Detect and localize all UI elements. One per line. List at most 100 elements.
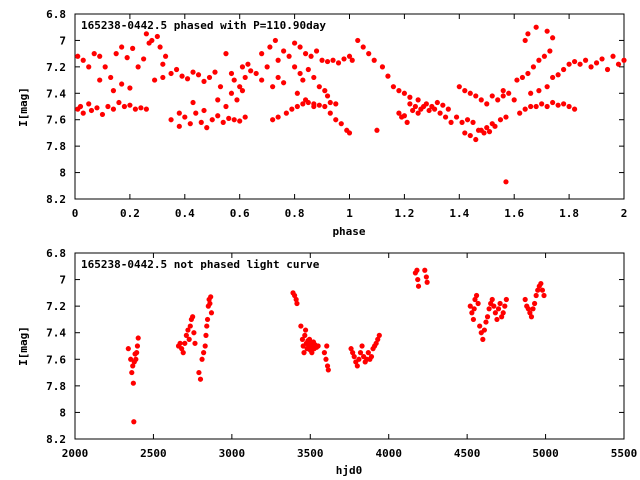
phased-data-point [234,97,240,103]
unphased-data-point [486,306,492,312]
phased-data-points [75,24,627,185]
phased-data-point [110,88,117,94]
unphased-data-point [539,287,546,293]
unphased-data-point [130,363,136,369]
phased-data-point [473,136,479,143]
phased-data-point [462,130,468,136]
phased-data-point [239,64,246,70]
phased-x-tick-label: 1.6 [504,207,524,220]
phased-data-point [143,106,149,112]
phased-data-point [187,121,193,127]
phased-data-point [119,44,125,50]
phased-data-point [275,74,281,81]
unphased-data-point [489,296,495,303]
unphased-data-point [484,314,491,320]
phased-data-point [346,53,353,59]
phased-data-point [442,114,449,120]
unphased-data-point [530,306,536,312]
unphased-data-point [415,283,422,289]
phased-data-point [396,88,402,94]
phased-data-point [462,88,468,94]
phased-data-point [412,103,418,110]
phased-data-point [547,48,553,54]
unphased-data-point [538,280,544,287]
phased-data-point [190,99,196,106]
phased-y-tick-label: 8.2 [46,193,66,206]
unphased-data-point [293,296,299,303]
phased-data-point [86,64,92,70]
phased-data-point [355,37,361,44]
phased-data-point [259,77,265,83]
unphased-data-point [325,367,331,373]
unphased-data-point [180,350,186,356]
unphased-x-tick-label: 4500 [454,447,481,460]
phased-data-point [127,102,133,108]
unphased-x-tick-label: 3500 [297,447,324,460]
unphased-x-tick-label: 4000 [375,447,402,460]
phased-data-point [470,119,476,125]
phased-data-point [533,103,539,110]
phased-x-tick-label: 1.2 [394,207,414,220]
unphased-data-point [302,327,309,333]
phased-data-point [561,66,567,73]
unphased-data-point [321,350,328,356]
phased-data-point [228,90,235,96]
phased-data-point [190,69,196,75]
phased-data-point [292,64,298,70]
phased-data-point [429,103,435,110]
phased-data-point [610,53,616,59]
unphased-data-point [467,303,473,309]
phased-x-tick-label: 0.6 [230,207,250,220]
unphased-data-point [357,350,364,356]
phased-data-point [541,53,547,59]
unphased-data-point [187,323,193,329]
phased-data-point [324,93,331,99]
unphased-data-point [134,343,141,349]
phased-data-point [519,74,526,81]
unphased-data-point [354,363,360,369]
phased-data-point [577,61,583,67]
phased-data-point [286,53,292,59]
phased-data-point [143,31,149,37]
unphased-data-point [351,354,357,360]
phased-data-point [270,117,276,123]
unphased-data-points [125,267,547,425]
phased-data-point [217,84,224,90]
phased-data-point [195,72,202,78]
unphased-data-point [208,310,215,316]
phased-data-point [473,93,479,99]
unphased-data-point [375,336,381,342]
unphased-data-point [203,332,209,338]
phased-data-point [116,99,122,106]
phased-x-axis-label: phase [332,225,365,238]
unphased-data-point [204,323,210,329]
phased-data-point [453,114,460,120]
phased-data-point [374,127,380,133]
unphased-data-point [491,303,497,309]
phased-data-point [242,114,248,120]
phased-data-point [162,53,169,59]
phased-data-point [300,77,306,83]
unphased-data-point [204,316,211,323]
phased-data-point [486,129,493,135]
phased-data-point [294,103,300,110]
unphased-data-point [301,350,307,356]
phased-data-point [110,106,117,112]
phased-data-point [270,84,276,90]
phased-data-point [311,101,317,107]
phased-data-point [533,24,539,30]
phased-data-point [108,74,114,81]
phased-x-tick-label: 1.4 [449,207,469,220]
phased-data-point [528,90,534,96]
unphased-data-point [423,274,429,280]
phased-data-point [121,103,128,110]
phased-data-point [157,44,163,50]
phased-data-point [248,68,254,74]
phased-data-point [555,72,561,78]
phased-data-point [467,132,473,139]
unphased-data-point [470,316,477,323]
unphased-data-point [177,340,183,346]
phased-data-point [179,73,185,79]
phased-plot-title: 165238-0442.5 phased with P=110.90day [81,19,326,32]
unphased-data-point [475,300,481,307]
